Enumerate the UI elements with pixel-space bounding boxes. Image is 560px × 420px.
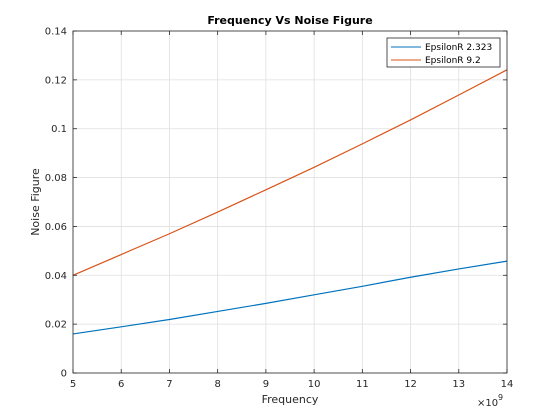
y-axis-label: Noise Figure [29,168,42,236]
x-tick-label: 14 [501,379,514,390]
series-line-2 [72,69,508,276]
series-line-1 [72,260,508,335]
x-tick-label: 5 [70,379,76,390]
y-tick-label: 0.1 [51,124,67,135]
axis-ticks [72,30,508,374]
y-tick-label: 0.04 [45,271,67,282]
series-lines [72,69,508,335]
x-tick-label: 7 [166,379,172,390]
y-tick-label: 0.02 [45,320,67,331]
x-exponent-base: ×10 [477,398,498,409]
x-tick-label: 11 [356,379,369,390]
x-tick-label: 13 [452,379,465,390]
x-tick-label: 9 [263,379,269,390]
y-tick-label: 0.12 [45,75,67,86]
legend-label-series-1: EpsilonR 2.323 [425,43,492,53]
x-tick-labels: 5 6 7 8 9 10 11 12 13 14 [70,379,514,390]
x-tick-label: 8 [214,379,220,390]
y-tick-label: 0.14 [45,27,67,38]
x-tick-label: 10 [308,379,321,390]
y-tick-label: 0.06 [45,222,67,233]
legend-label-series-2: EpsilonR 9.2 [425,56,481,66]
x-exponent-power: 9 [498,393,503,402]
legend-box [386,37,501,68]
plot-area [73,31,507,373]
plot-frame [72,30,508,374]
y-tick-label: 0 [61,369,67,380]
legend: EpsilonR 2.323 EpsilonR 9.2 [386,37,501,68]
y-tick-label: 0.08 [45,173,67,184]
y-tick-labels: 0 0.02 0.04 0.06 0.08 0.1 0.12 0.14 [45,27,67,380]
x-axis-label: Frequency [262,393,319,406]
x-tick-label: 6 [118,379,124,390]
chart-title: Frequency Vs Noise Figure [207,14,372,27]
x-tick-label: 12 [404,379,417,390]
